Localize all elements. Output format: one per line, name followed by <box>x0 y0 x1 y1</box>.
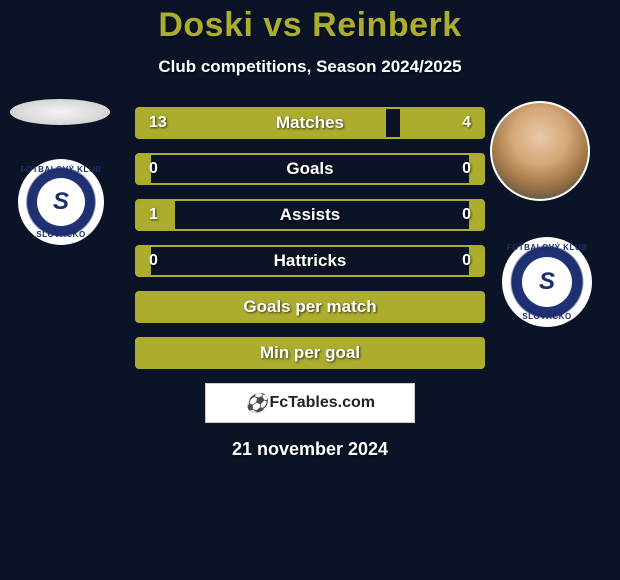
club-badge-text: SLOVÁCKO <box>502 312 592 321</box>
page-subtitle: Club competitions, Season 2024/2025 <box>0 57 620 77</box>
club-badge-initial: S <box>522 257 572 307</box>
stat-row-goals-per-match: Goals per match <box>135 291 485 323</box>
club-badge-text: FOTBALOVÝ KLUB <box>18 165 104 174</box>
page-title: Doski vs Reinberk <box>0 6 620 45</box>
stat-row-min-per-goal: Min per goal <box>135 337 485 369</box>
stat-label: Matches <box>137 109 483 137</box>
player-left-avatar <box>10 99 110 125</box>
club-badge-left: FOTBALOVÝ KLUB S SLOVÁCKO <box>18 159 104 245</box>
stat-row-matches: 13 Matches 4 <box>135 107 485 139</box>
stat-value-right: 0 <box>462 155 471 183</box>
stat-row-assists: 1 Assists 0 <box>135 199 485 231</box>
club-badge-text: FOTBALOVÝ KLUB <box>502 243 592 252</box>
club-badge-initial: S <box>37 178 85 226</box>
stat-value-right: 4 <box>462 109 471 137</box>
stat-label: Hattricks <box>137 247 483 275</box>
content: FOTBALOVÝ KLUB S SLOVÁCKO FOTBALOVÝ KLUB… <box>0 107 620 460</box>
club-badge-right: FOTBALOVÝ KLUB S SLOVÁCKO <box>502 237 592 327</box>
player-right-avatar <box>490 101 590 201</box>
stats-bars: 13 Matches 4 0 Goals 0 1 Assists 0 0 Hat… <box>135 107 485 369</box>
stat-label: Min per goal <box>260 343 360 363</box>
stat-row-hattricks: 0 Hattricks 0 <box>135 245 485 277</box>
attribution-text: FcTables.com <box>269 394 375 412</box>
header: Doski vs Reinberk Club competitions, Sea… <box>0 0 620 77</box>
stat-value-right: 0 <box>462 201 471 229</box>
stat-label: Assists <box>137 201 483 229</box>
date-text: 21 november 2024 <box>0 439 620 460</box>
stat-label: Goals per match <box>243 297 376 317</box>
stat-row-goals: 0 Goals 0 <box>135 153 485 185</box>
attribution-icon: ⚽ <box>245 393 267 414</box>
stat-label: Goals <box>137 155 483 183</box>
club-badge-text: SLOVÁCKO <box>18 230 104 239</box>
stat-value-right: 0 <box>462 247 471 275</box>
attribution-badge: ⚽ FcTables.com <box>205 383 415 423</box>
